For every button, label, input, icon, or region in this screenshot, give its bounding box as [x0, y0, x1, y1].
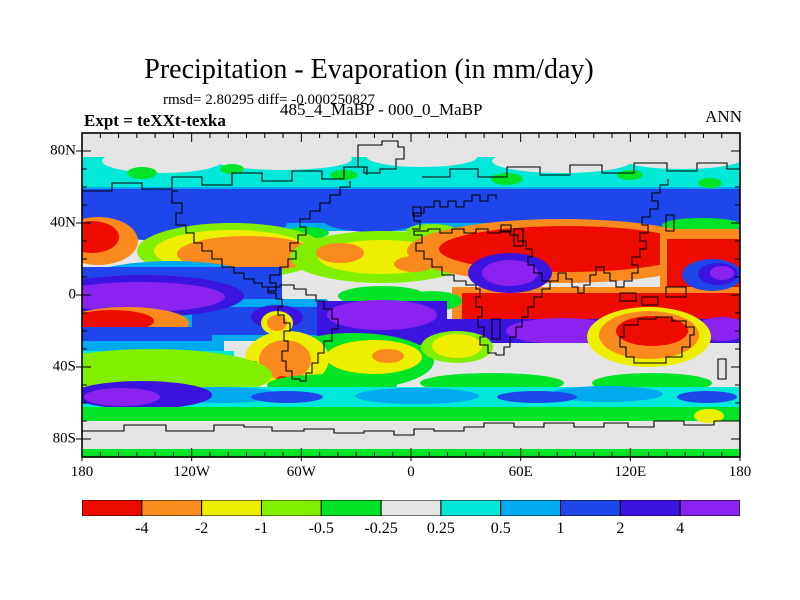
colorbar-segment: [320, 500, 382, 516]
colorbar-label: -2: [194, 520, 209, 537]
contour-fill: [320, 202, 424, 232]
contour-fill: [316, 243, 364, 263]
lat-tick-label: 80S: [52, 430, 76, 447]
world-contour-map: [82, 133, 740, 457]
colorbar-segment: [500, 500, 562, 516]
colorbar-label: 0.5: [490, 520, 511, 537]
colorbar: [82, 500, 740, 516]
contour-fill: [82, 133, 740, 157]
colorbar-label: -1: [254, 520, 269, 537]
contour-fill: [462, 293, 740, 321]
colorbar-label: -0.25: [364, 520, 398, 537]
colorbar-label: 0.25: [426, 520, 455, 537]
contour-fill: [251, 391, 323, 403]
colorbar-label: 4: [676, 520, 685, 537]
lat-tick-label: 0: [68, 286, 77, 303]
experiment-difference-label: 485_4_MaBP - 000_0_MaBP: [280, 100, 483, 119]
colorbar-segment: [82, 500, 143, 516]
lon-tick-label: 180: [70, 464, 94, 480]
contour-fill: [327, 300, 437, 330]
contour-fill: [710, 266, 734, 280]
lon-tick-label: 60E: [508, 464, 533, 480]
contour-fill: [355, 388, 479, 404]
colorbar-segment: [260, 500, 322, 516]
contour-fill: [497, 391, 577, 403]
colorbar-label: 1: [556, 520, 565, 537]
lat-tick-label: 80N: [50, 142, 76, 159]
season-label: ANN: [705, 107, 742, 126]
contour-fill: [617, 170, 643, 180]
lon-tick-label: 120W: [173, 464, 210, 480]
contour-fill: [432, 334, 482, 358]
colorbar-segment: [201, 500, 262, 516]
lat-tick-label: 40N: [50, 214, 76, 231]
colorbar-segment: [141, 500, 203, 516]
lon-tick-label: 120E: [614, 464, 647, 480]
contour-fill: [482, 260, 538, 286]
stats-line: rmsd= 2.80295 diff= -0.000250827: [163, 92, 376, 108]
colorbar-segment: [619, 500, 681, 516]
colorbar-segment: [560, 500, 621, 516]
contour-fill: [82, 407, 740, 421]
colorbar-segment: [440, 500, 502, 516]
colorbar-label: -0.5: [308, 520, 334, 537]
colorbar-label: 2: [616, 520, 625, 537]
colorbar-segment: [380, 500, 442, 516]
contour-fill: [698, 178, 722, 188]
contour-fill: [84, 388, 160, 406]
contour-fill: [372, 349, 404, 363]
lon-tick-label: 180: [728, 464, 752, 480]
contour-fill: [82, 449, 740, 457]
experiment-label: Expt = teXXt-texka: [84, 111, 226, 130]
lon-tick-label: 60W: [286, 464, 316, 480]
contour-fill: [677, 391, 737, 403]
plot-title: Precipitation - Evaporation (in mm/day): [144, 54, 594, 85]
lon-tick-label: 0: [407, 464, 415, 480]
colorbar-label: -4: [135, 520, 149, 537]
colorbar-segment: [679, 500, 740, 516]
contour-fill: [127, 167, 157, 179]
lat-tick-label: 40S: [52, 358, 76, 375]
